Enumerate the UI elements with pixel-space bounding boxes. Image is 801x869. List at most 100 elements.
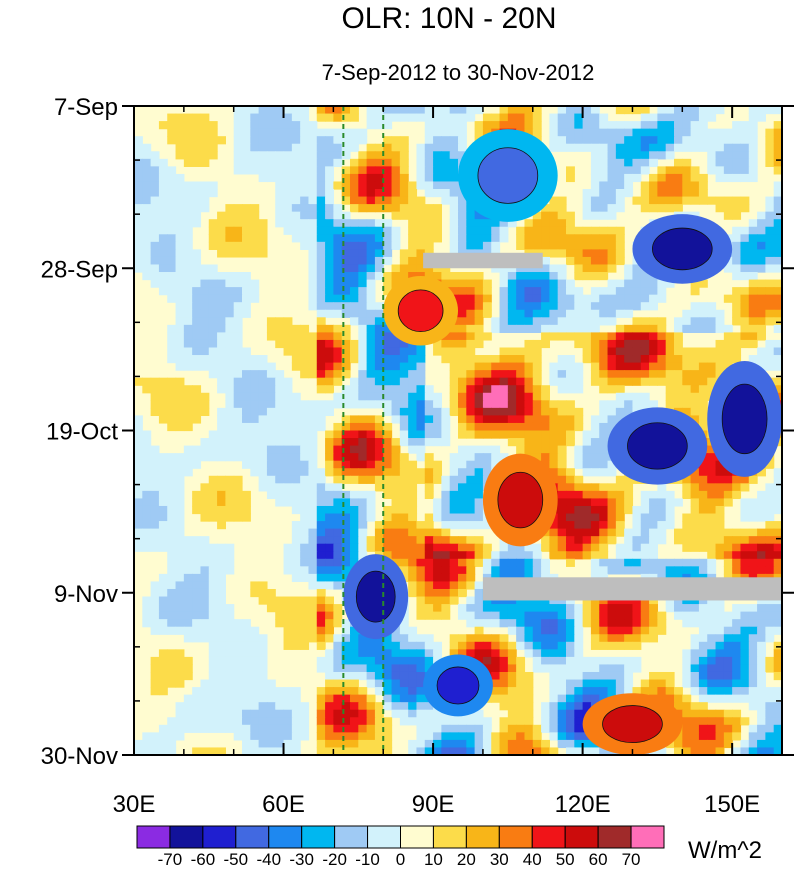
field-cell xyxy=(640,279,650,288)
field-cell xyxy=(175,460,185,469)
field-cell xyxy=(200,566,210,575)
field-cell xyxy=(250,400,260,409)
field-cell xyxy=(283,611,293,620)
field-cell xyxy=(482,717,492,726)
field-cell xyxy=(424,573,434,583)
field-cell xyxy=(707,671,717,681)
field-cell xyxy=(482,362,492,371)
field-cell xyxy=(615,490,625,500)
field-cell xyxy=(657,558,667,567)
field-cell xyxy=(325,279,334,288)
field-cell xyxy=(748,136,758,145)
field-cell xyxy=(466,407,476,417)
field-cell xyxy=(374,649,384,658)
field-cell xyxy=(773,234,782,243)
field-cell xyxy=(707,362,717,371)
field-cell xyxy=(441,347,451,356)
field-cell xyxy=(167,649,177,658)
field-cell xyxy=(424,106,434,115)
field-cell xyxy=(341,475,351,484)
field-cell xyxy=(682,513,692,522)
field-cell xyxy=(607,619,617,628)
field-cell xyxy=(590,226,600,235)
field-cell xyxy=(300,611,310,620)
field-cell xyxy=(599,445,609,454)
field-cell xyxy=(649,196,658,205)
field-cell xyxy=(366,151,376,160)
field-cell xyxy=(175,407,185,417)
field-cell xyxy=(192,128,202,137)
field-cell xyxy=(366,264,376,273)
field-cell xyxy=(773,241,782,250)
field-cell xyxy=(507,558,517,567)
field-cell xyxy=(399,166,409,175)
field-cell xyxy=(441,581,451,590)
field-cell xyxy=(291,219,301,228)
field-cell xyxy=(408,694,418,703)
field-cell xyxy=(590,355,600,364)
field-cell xyxy=(308,362,318,371)
field-cell xyxy=(217,490,226,500)
field-cell xyxy=(574,370,584,379)
field-cell xyxy=(698,626,708,635)
field-cell xyxy=(499,287,509,296)
field-cell xyxy=(474,234,484,243)
field-cell xyxy=(615,664,625,673)
field-cell xyxy=(740,309,750,318)
field-cell xyxy=(424,656,434,666)
field-cell xyxy=(723,211,733,220)
field-cell xyxy=(590,362,600,371)
field-cell xyxy=(150,234,160,243)
field-cell xyxy=(590,211,600,220)
field-cell xyxy=(183,385,193,394)
field-cell xyxy=(358,536,368,545)
field-cell xyxy=(167,588,177,598)
field-cell xyxy=(466,309,476,318)
field-cell xyxy=(408,566,418,575)
field-cell xyxy=(491,234,501,243)
field-cell xyxy=(532,370,542,379)
field-cell xyxy=(449,536,459,545)
field-cell xyxy=(200,347,210,356)
field-cell xyxy=(424,611,434,620)
field-cell xyxy=(183,189,193,198)
field-cell xyxy=(748,664,758,673)
field-cell xyxy=(715,196,725,205)
field-cell xyxy=(142,196,152,205)
field-cell xyxy=(740,272,750,281)
field-cell xyxy=(607,468,617,477)
field-cell xyxy=(366,679,376,688)
field-cell xyxy=(316,256,326,266)
field-cell xyxy=(458,196,467,205)
field-cell xyxy=(350,649,359,658)
field-cell xyxy=(208,475,218,484)
field-cell xyxy=(416,106,426,115)
field-cell xyxy=(283,211,293,220)
field-cell xyxy=(458,355,467,364)
field-cell xyxy=(208,272,218,281)
field-cell xyxy=(607,166,617,175)
field-cell xyxy=(408,113,418,122)
field-cell xyxy=(516,392,526,401)
field-cell xyxy=(258,158,268,167)
field-cell xyxy=(624,181,634,190)
field-cell xyxy=(499,558,509,567)
field-cell xyxy=(516,113,526,122)
field-cell xyxy=(325,709,334,718)
field-cell xyxy=(316,385,326,394)
field-cell xyxy=(549,241,559,250)
field-cell xyxy=(599,317,609,326)
field-cell xyxy=(516,415,526,424)
field-cell xyxy=(723,475,733,484)
field-cell xyxy=(615,641,625,650)
field-cell xyxy=(649,121,658,130)
field-cell xyxy=(225,626,235,635)
field-cell xyxy=(516,604,526,613)
field-cell xyxy=(325,362,334,371)
field-cell xyxy=(458,128,467,137)
field-cell xyxy=(532,407,542,417)
field-cell xyxy=(358,339,368,349)
field-cell xyxy=(183,158,193,167)
field-cell xyxy=(466,536,476,545)
field-cell xyxy=(557,460,567,469)
